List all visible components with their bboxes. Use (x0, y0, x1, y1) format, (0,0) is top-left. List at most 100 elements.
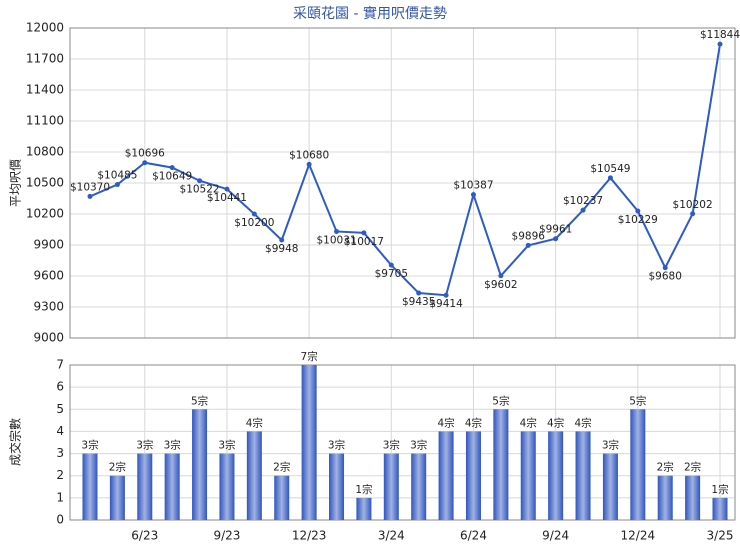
value-label: $10441 (207, 192, 247, 204)
value-label: 3宗 (328, 439, 345, 452)
value-label: 7宗 (301, 350, 318, 363)
y-tick-label: 10800 (26, 145, 64, 159)
point (306, 161, 312, 167)
bar-shine (712, 497, 728, 520)
value-label: 2宗 (684, 461, 701, 474)
bar-shine (219, 453, 235, 520)
bar-shine (438, 431, 454, 520)
value-label: $10370 (70, 181, 110, 193)
x-tick-label: 6/23 (131, 529, 158, 543)
y-tick-label: 2 (56, 468, 64, 482)
value-label: 3宗 (81, 439, 98, 452)
value-label: $10680 (289, 149, 329, 161)
bar-shine (82, 453, 98, 520)
value-label: $9680 (649, 271, 682, 283)
x-tick-label: 9/23 (213, 529, 240, 543)
value-label: $9961 (539, 224, 572, 236)
value-label: 3宗 (410, 439, 427, 452)
value-label: 1宗 (355, 483, 372, 496)
y-tick-label: 10500 (26, 176, 64, 190)
y-tick-label: 3 (56, 446, 64, 460)
y-tick-label: 6 (56, 380, 64, 394)
value-label: $9948 (265, 243, 298, 255)
y-tick-label: 9600 (33, 269, 64, 283)
point (142, 160, 148, 166)
value-label: 1宗 (711, 483, 728, 496)
y-tick-label: 12000 (26, 21, 64, 35)
value-label: 3宗 (383, 439, 400, 452)
value-label: 4宗 (520, 416, 537, 429)
y-tick-label: 1 (56, 490, 64, 504)
value-label: $10485 (97, 170, 137, 182)
y-tick-label: 11400 (26, 83, 64, 97)
bar-shine (575, 431, 591, 520)
y-tick-label: 9900 (33, 238, 64, 252)
bar-shine (630, 409, 646, 520)
bar-shine (411, 453, 427, 520)
bar-shine (685, 475, 701, 520)
y-tick-label: 0 (56, 513, 64, 527)
y-tick-label: 11100 (26, 114, 64, 128)
bar-shine (520, 431, 536, 520)
value-label: 3宗 (136, 439, 153, 452)
value-label: 4宗 (547, 416, 564, 429)
bar-shine (356, 497, 372, 520)
bar-shine (109, 475, 125, 520)
y-tick-label: 4 (56, 424, 64, 438)
point (470, 192, 476, 198)
bar-shine (246, 431, 262, 520)
point (717, 41, 723, 47)
x-tick-label: 3/24 (378, 529, 405, 543)
y-tick-label: 7 (56, 358, 64, 372)
value-label: $10549 (590, 163, 630, 175)
plot-frame (69, 27, 736, 339)
bar-shine (465, 431, 481, 520)
x-tick-label: 9/24 (542, 529, 569, 543)
value-label: $10696 (125, 148, 165, 160)
point (580, 207, 586, 213)
value-label: 4宗 (574, 416, 591, 429)
price-line (89, 43, 721, 297)
point (388, 262, 394, 268)
value-label: $9602 (484, 279, 517, 291)
chart-title: 采頤花園 - 實用呎價走勢 (293, 5, 447, 22)
bar-shine (493, 409, 509, 520)
value-label: $10017 (344, 236, 384, 248)
y-tick-label: 5 (56, 402, 64, 416)
y-tick-label: 9000 (33, 331, 64, 345)
point (334, 228, 340, 234)
value-label: $11844 (700, 29, 740, 41)
bar-shine (274, 475, 290, 520)
y-tick-label: 10200 (26, 207, 64, 221)
value-label: 2宗 (273, 461, 290, 474)
bar-shine (301, 365, 317, 520)
bar-shine (192, 409, 208, 520)
value-label: 5宗 (492, 394, 509, 407)
value-label: $10522 (180, 184, 220, 196)
value-label: 2宗 (657, 461, 674, 474)
value-label: $10387 (453, 180, 493, 192)
y-axis-label: 成交宗數 (8, 418, 23, 466)
point (443, 292, 449, 298)
point (224, 186, 230, 192)
bar-shine (164, 453, 180, 520)
bar-shine (548, 431, 564, 520)
value-label: $10229 (618, 214, 658, 226)
value-label: $9435 (402, 296, 435, 308)
value-label: $10031 (316, 234, 356, 246)
value-label: $10200 (234, 217, 274, 229)
point (87, 193, 93, 199)
plot-frame (69, 364, 736, 521)
y-tick-label: 11700 (26, 52, 64, 66)
point (169, 165, 175, 171)
point (662, 265, 668, 271)
value-label: $9896 (512, 230, 546, 242)
y-axis-label: 平均呎價 (9, 159, 23, 207)
value-label: 5宗 (191, 394, 208, 407)
value-label: 2宗 (109, 461, 126, 474)
x-tick-label: 12/23 (292, 529, 327, 543)
value-label: $9414 (429, 298, 463, 310)
bar-shine (657, 475, 673, 520)
value-label: $10649 (152, 171, 192, 183)
